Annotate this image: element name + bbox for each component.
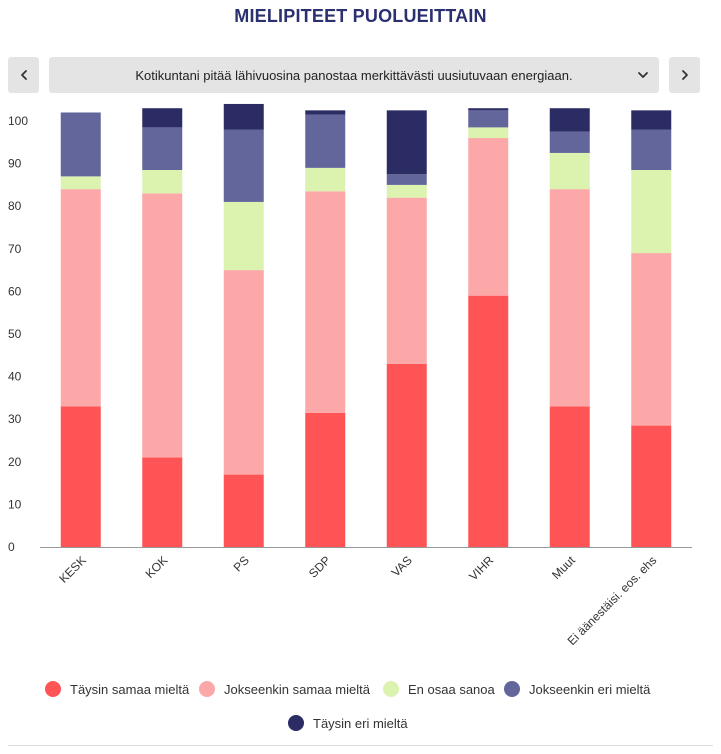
bar-segment[interactable] [549,152,590,190]
bar-segment[interactable] [305,114,346,168]
bar-segment[interactable] [468,127,509,139]
y-tick-label: 80 [8,199,22,213]
legend-swatch [504,681,520,697]
legend-label: Täysin samaa mieltä [70,681,190,697]
chevron-right-icon [681,70,688,80]
bar-segment[interactable] [223,103,264,130]
bar-segment[interactable] [223,201,264,271]
bar-segment[interactable] [60,176,101,190]
bar-segment[interactable] [386,110,427,175]
x-tick-label: KOK [143,553,171,581]
bar-segment[interactable] [223,129,264,202]
bar-segment[interactable] [386,363,427,547]
chart-title: MIELIPITEET PUOLUEITTAIN [234,6,487,26]
x-tick-label: Muut [549,553,578,582]
chevron-left-icon [20,70,27,80]
bar-segment[interactable] [305,191,346,413]
bar-segment[interactable] [549,108,590,132]
y-tick-label: 50 [8,327,22,341]
bar-segment[interactable] [386,184,427,198]
bar-segment[interactable] [631,253,672,426]
x-tick-label: PS [231,553,252,574]
bar-segment[interactable] [305,412,346,547]
stacked-bar-chart: 0 10 20 30 40 50 60 70 80 90 100 KESK KOK PS SDP VAS VIH… [8,103,692,648]
bar-segment[interactable] [223,474,264,547]
legend-label: En osaa sanoa [408,681,495,697]
bar-segment[interactable] [142,457,183,547]
y-tick-label: 40 [8,370,22,384]
bar-segment[interactable] [142,108,183,128]
y-tick-label: 0 [8,540,15,554]
legend-item[interactable]: Jokseenkin samaa mieltä [199,681,370,697]
bar-segment[interactable] [60,189,101,407]
bar-segment[interactable] [142,193,183,458]
y-tick-label: 100 [8,114,28,128]
question-select-value: Kotikuntani pitää lähivuosina panostaa m… [135,67,573,83]
x-tick-label: VIHR [466,553,496,583]
bar-segment[interactable] [549,189,590,407]
bar-segment[interactable] [549,406,590,547]
y-tick-label: 10 [8,497,22,511]
y-tick-label: 30 [8,412,22,426]
bar-segment[interactable] [468,295,509,547]
legend-label: Jokseenkin samaa mieltä [224,681,370,697]
legend-swatch [199,681,215,697]
next-question-button[interactable] [669,57,700,93]
bar-segment[interactable] [386,197,427,364]
x-tick-label: SDP [306,553,333,580]
chevron-down-icon [638,72,648,78]
bar-segment[interactable] [305,167,346,192]
x-tick-label: Ei äänestäisi. eos. ehs [565,553,660,648]
x-tick-label: VAS [389,553,415,579]
bar-segment[interactable] [631,129,672,170]
y-tick-label: 60 [8,284,22,298]
bar-segment[interactable] [631,425,672,547]
y-tick-label: 90 [8,157,22,171]
bar-segment[interactable] [60,112,101,177]
divider [8,745,713,746]
y-tick-label: 70 [8,242,22,256]
legend-swatch [45,681,61,697]
bar-segment[interactable] [60,406,101,547]
bar-segment[interactable] [223,270,264,475]
bar-segment[interactable] [468,138,509,296]
bar-segment[interactable] [386,174,427,185]
legend-item[interactable]: Jokseenkin eri mieltä [504,681,650,697]
bar-segment[interactable] [631,110,672,130]
x-tick-label: KESK [56,553,89,586]
legend-swatch [383,681,399,697]
bar-segment[interactable] [631,169,672,254]
bar-segment[interactable] [142,169,183,194]
bar-segment[interactable] [305,110,346,115]
legend-swatch [288,715,304,731]
bar-segment[interactable] [549,131,590,153]
bar-segment[interactable] [468,110,509,128]
legend-label: Täysin eri mieltä [313,715,408,731]
legend-item[interactable]: Täysin samaa mieltä [45,681,189,697]
question-select[interactable]: Kotikuntani pitää lähivuosina panostaa m… [49,57,659,93]
legend-item[interactable]: Täysin eri mieltä [288,715,408,731]
legend-item[interactable]: En osaa sanoa [383,681,495,697]
previous-question-button[interactable] [8,57,39,93]
legend-label: Jokseenkin eri mieltä [529,681,651,697]
bar-segment[interactable] [142,127,183,170]
y-tick-label: 20 [8,455,22,469]
bar-segment[interactable] [468,108,509,111]
